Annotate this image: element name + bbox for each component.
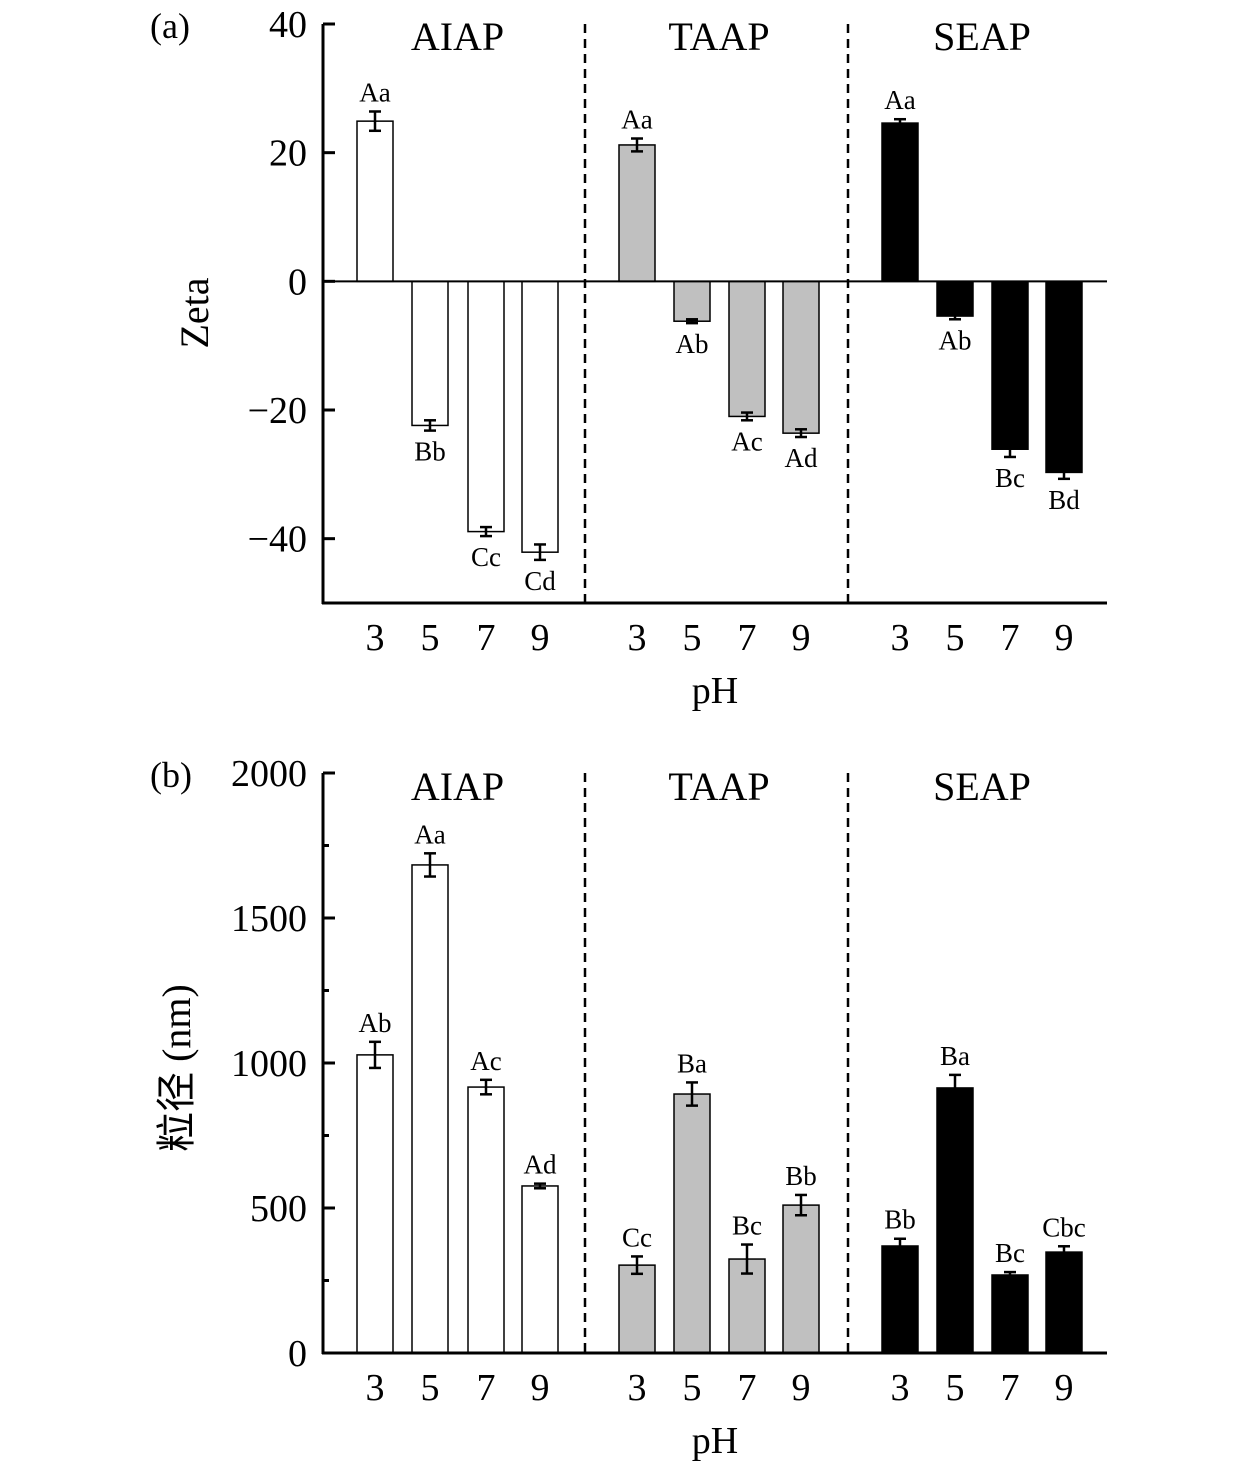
group-title-seap: SEAP [933,764,1031,809]
significance-label: Bc [732,1211,762,1241]
x-tick-label: 7 [738,1367,757,1409]
bar-aiap-ph7 [467,280,505,533]
bar-aiap-ph9 [521,280,559,553]
significance-label: Aa [359,77,390,107]
y-axis-label: Zeta [172,277,217,348]
y-tick-label: 2000 [231,753,307,795]
x-tick-label: 7 [477,1367,496,1409]
significance-label: Bb [884,1205,916,1235]
x-tick-label: 3 [891,1367,910,1409]
x-tick-label: 5 [421,1367,440,1409]
bar-seap-ph7 [991,1274,1029,1354]
bar-seap-ph3 [881,122,919,283]
significance-label: Cc [622,1222,652,1252]
significance-label: Bc [995,463,1025,493]
bar-seap-ph3 [881,1245,919,1354]
significance-label: Ab [939,325,972,355]
bar-seap-ph5 [936,1087,974,1354]
significance-label: Aa [884,85,915,115]
y-tick-label: 500 [250,1188,307,1230]
bar-taap-ph9 [782,280,820,434]
bar-aiap-ph5 [411,864,449,1354]
x-tick-label: 3 [366,617,385,659]
y-tick-label: 40 [269,4,307,46]
x-tick-label: 3 [628,617,647,659]
x-tick-label: 7 [477,617,496,659]
x-tick-label: 7 [1001,1367,1020,1409]
y-tick-label: 1000 [231,1043,307,1085]
x-tick-label: 5 [421,617,440,659]
significance-label: Aa [414,819,445,849]
significance-label: Cc [471,542,501,572]
x-tick-label: 5 [946,617,965,659]
x-tick-label: 9 [1055,617,1074,659]
significance-label: Cd [524,566,556,596]
x-tick-label: 3 [891,617,910,659]
bar-taap-ph3 [618,144,656,283]
bar-taap-ph5 [673,280,711,322]
significance-label: Ad [524,1150,557,1180]
y-tick-label: 20 [269,133,307,175]
bar-aiap-ph3 [356,1054,394,1354]
bar-aiap-ph7 [467,1086,505,1354]
x-tick-label: 5 [946,1367,965,1409]
group-title-aiap: AIAP [411,14,504,59]
significance-label: Bb [785,1161,817,1191]
x-tick-label: 9 [1055,1367,1074,1409]
x-tick-label: 5 [683,617,702,659]
bar-aiap-ph9 [521,1185,559,1354]
x-axis-label: pH [692,1420,738,1462]
significance-label: Ba [940,1041,970,1071]
y-tick-label: 0 [288,1333,307,1375]
bar-seap-ph7 [991,280,1029,450]
significance-label: Ad [785,443,818,473]
significance-label: Ac [731,426,762,456]
bar-taap-ph5 [673,1093,711,1354]
significance-label: Bc [995,1238,1025,1268]
panel-label: (a) [150,6,190,46]
bar-taap-ph3 [618,1264,656,1354]
x-tick-label: 9 [792,1367,811,1409]
bar-seap-ph9 [1045,280,1083,474]
y-tick-label: 1500 [231,898,307,940]
bar-aiap-ph5 [411,280,449,427]
y-tick-label: −40 [248,519,307,561]
x-tick-label: 9 [792,617,811,659]
bar-aiap-ph3 [356,120,394,283]
panel-label: (b) [150,755,192,795]
y-tick-label: 0 [288,261,307,303]
bar-seap-ph5 [936,280,974,317]
group-title-seap: SEAP [933,14,1031,59]
x-tick-label: 5 [683,1367,702,1409]
significance-label: Bd [1048,485,1080,515]
x-tick-label: 3 [628,1367,647,1409]
significance-label: Cbc [1042,1212,1086,1242]
group-title-taap: TAAP [668,14,769,59]
significance-label: Bb [414,437,446,467]
group-title-taap: TAAP [668,764,769,809]
x-tick-label: 7 [738,617,757,659]
bar-seap-ph9 [1045,1251,1083,1354]
y-tick-label: −20 [248,390,307,432]
y-axis-label: 粒径 (nm) [154,984,199,1152]
significance-label: Aa [621,105,652,135]
group-title-aiap: AIAP [411,764,504,809]
x-axis-label: pH [692,670,738,712]
significance-label: Ba [677,1048,707,1078]
bar-taap-ph7 [728,280,766,418]
x-tick-label: 9 [531,1367,550,1409]
significance-label: Ab [359,1008,392,1038]
significance-label: Ab [676,329,709,359]
significance-label: Ac [470,1046,501,1076]
x-tick-label: 3 [366,1367,385,1409]
bar-taap-ph9 [782,1204,820,1354]
x-tick-label: 7 [1001,617,1020,659]
x-tick-label: 9 [531,617,550,659]
